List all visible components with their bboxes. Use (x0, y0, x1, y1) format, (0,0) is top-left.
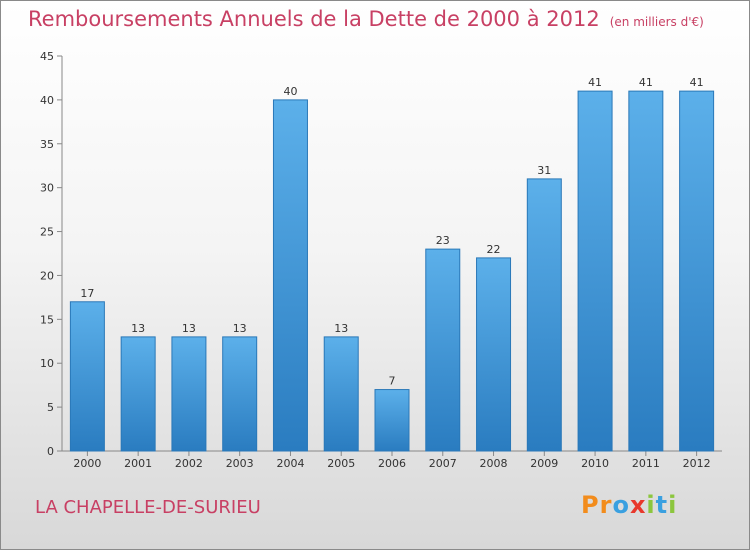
bar (628, 90, 664, 452)
x-tick-label: 2010 (581, 457, 609, 470)
logo-letter: o (612, 491, 630, 519)
bar (425, 248, 461, 452)
x-tick-label: 2000 (73, 457, 101, 470)
x-tick-label: 2004 (276, 457, 304, 470)
bar-value-label: 7 (389, 375, 396, 388)
y-tick-label: 40 (40, 94, 54, 107)
proxiti-logo: Proxiti (581, 491, 677, 519)
bar-value-label: 17 (80, 287, 94, 300)
x-tick-label: 2002 (175, 457, 203, 470)
logo-letter: i (646, 491, 656, 519)
axes: 0 5 10 15 20 25 30 35 40 45 2000 2001 2002 2003 2004 20… (40, 50, 722, 470)
bar-value-label: 23 (436, 234, 450, 247)
y-tick-label: 0 (47, 445, 54, 458)
x-tick-label: 2006 (378, 457, 406, 470)
bar (171, 336, 207, 452)
bar-value-label: 13 (233, 322, 247, 335)
bar-value-label: 13 (182, 322, 196, 335)
commune-name: LA CHAPELLE-DE-SURIEU (35, 497, 261, 518)
y-tick-label: 25 (40, 226, 54, 239)
x-tick-label: 2008 (480, 457, 508, 470)
logo-letter: i (668, 491, 678, 519)
bar (222, 336, 258, 452)
logo-letter: P (581, 491, 600, 519)
bar (476, 257, 512, 452)
x-tick-label: 2012 (683, 457, 711, 470)
y-tick-label: 15 (40, 313, 54, 326)
bar (526, 178, 562, 452)
x-tick-label: 2003 (226, 457, 254, 470)
y-tick-label: 10 (40, 357, 54, 370)
x-tick-label: 2007 (429, 457, 457, 470)
bar-value-label: 31 (537, 164, 551, 177)
bar (374, 389, 410, 452)
x-tick-label: 2009 (530, 457, 558, 470)
y-tick-label: 30 (40, 182, 54, 195)
title-row: Remboursements Annuels de la Dette de 20… (28, 7, 704, 31)
bar-value-label: 41 (639, 76, 653, 89)
x-tick-label: 2001 (124, 457, 152, 470)
y-tick-label: 45 (40, 50, 54, 63)
x-tick-label: 2005 (327, 457, 355, 470)
bar-value-label: 22 (487, 243, 501, 256)
logo-letter: x (629, 491, 647, 519)
chart-title: Remboursements Annuels de la Dette de 20… (28, 7, 600, 31)
x-tick-label: 2011 (632, 457, 660, 470)
bar-value-label: 13 (334, 322, 348, 335)
logo-letter: t (655, 491, 669, 519)
bars: 17 13 13 13 40 13 7 23 22 31 41 41 41 (69, 76, 715, 452)
chart-subtitle: (en milliers d'€) (609, 15, 704, 29)
bar (679, 90, 715, 452)
bar-value-label: 41 (690, 76, 704, 89)
y-tick-label: 5 (47, 401, 54, 414)
bar (272, 99, 308, 452)
y-tick-label: 20 (40, 269, 54, 282)
bar (69, 301, 105, 452)
bar (120, 336, 156, 452)
bar-value-label: 41 (588, 76, 602, 89)
logo-letter: r (599, 491, 613, 519)
bar (577, 90, 613, 452)
y-tick-label: 35 (40, 138, 54, 151)
bar (323, 336, 359, 452)
bar-value-label: 40 (283, 85, 297, 98)
bar-value-label: 13 (131, 322, 145, 335)
